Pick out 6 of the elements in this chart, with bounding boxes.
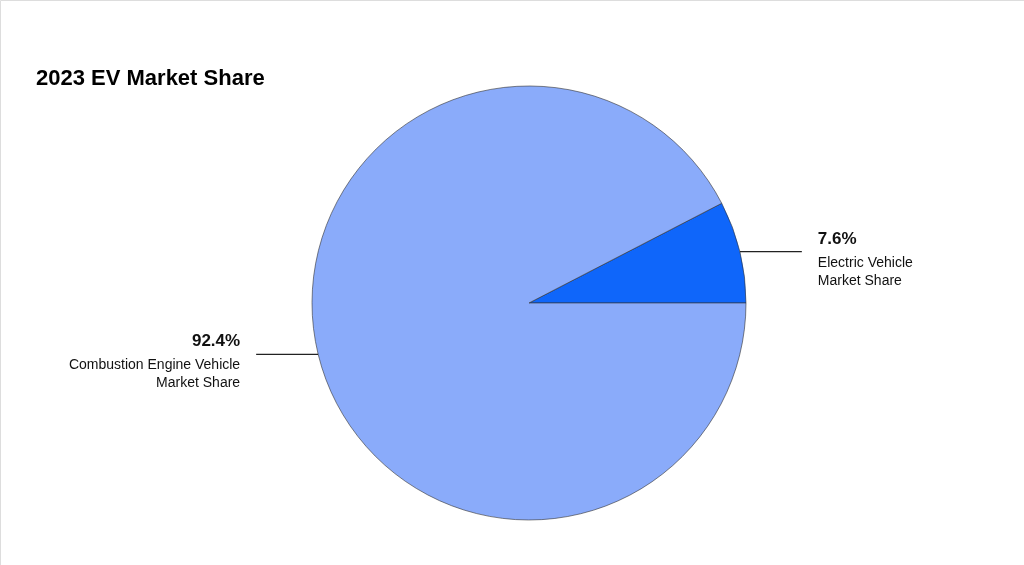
slice-label: Combustion Engine Vehicle Market Share — [68, 356, 241, 391]
slice-label: Electric Vehicle Market Share — [817, 253, 913, 288]
data-label: 92.4% — [191, 331, 241, 351]
pie-slice — [311, 86, 747, 521]
data-label: 7.6% — [817, 228, 857, 248]
chart-title: 2023 EV Market Share — [36, 65, 265, 90]
